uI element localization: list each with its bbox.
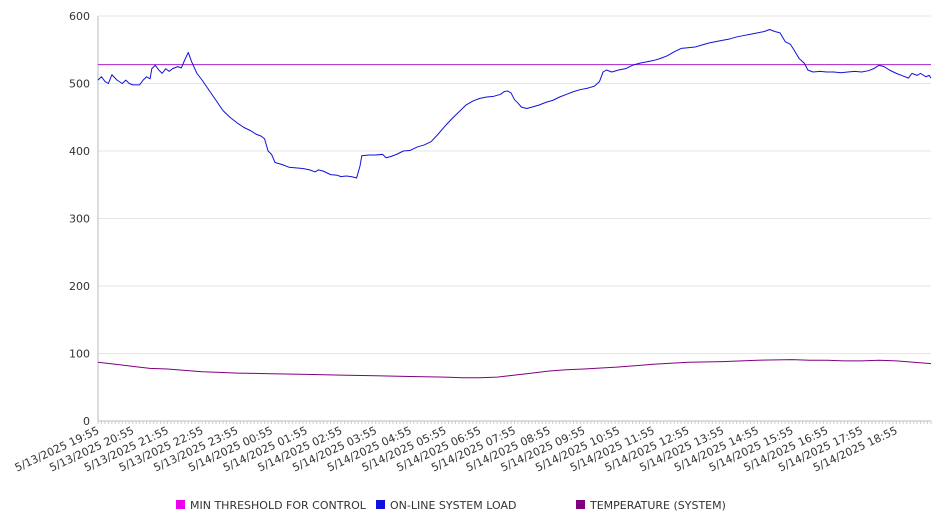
y-tick-label: 400	[69, 145, 90, 158]
legend-swatch-min-threshold-for-control	[176, 500, 185, 509]
series-lines	[97, 29, 932, 379]
legend-swatch-temperature-system	[576, 500, 585, 509]
y-tick-label: 200	[69, 280, 90, 293]
legend: MIN THRESHOLD FOR CONTROL ON-LINE SYSTEM …	[176, 499, 726, 512]
x-tick-labels: 5/13/2025 19:555/13/2025 20:555/13/2025 …	[13, 424, 900, 474]
legend-label-min-threshold-for-control: MIN THRESHOLD FOR CONTROL	[190, 499, 367, 512]
y-tick-label: 600	[69, 10, 90, 23]
y-tick-label: 100	[69, 348, 90, 361]
series-line-temperature-system	[97, 359, 932, 379]
y-tick-label: 0	[83, 415, 90, 428]
legend-swatch-on-line-system-load	[376, 500, 385, 509]
y-tick-label: 500	[69, 78, 90, 91]
legend-label-temperature-system: TEMPERATURE (SYSTEM)	[589, 499, 726, 512]
series-line-on-line-system-load	[97, 29, 932, 179]
y-tick-label: 300	[69, 213, 90, 226]
axes: 0 100 200 300 400 500 600	[69, 10, 932, 428]
gridlines	[98, 15, 931, 354]
legend-label-on-line-system-load: ON-LINE SYSTEM LOAD	[390, 499, 516, 512]
